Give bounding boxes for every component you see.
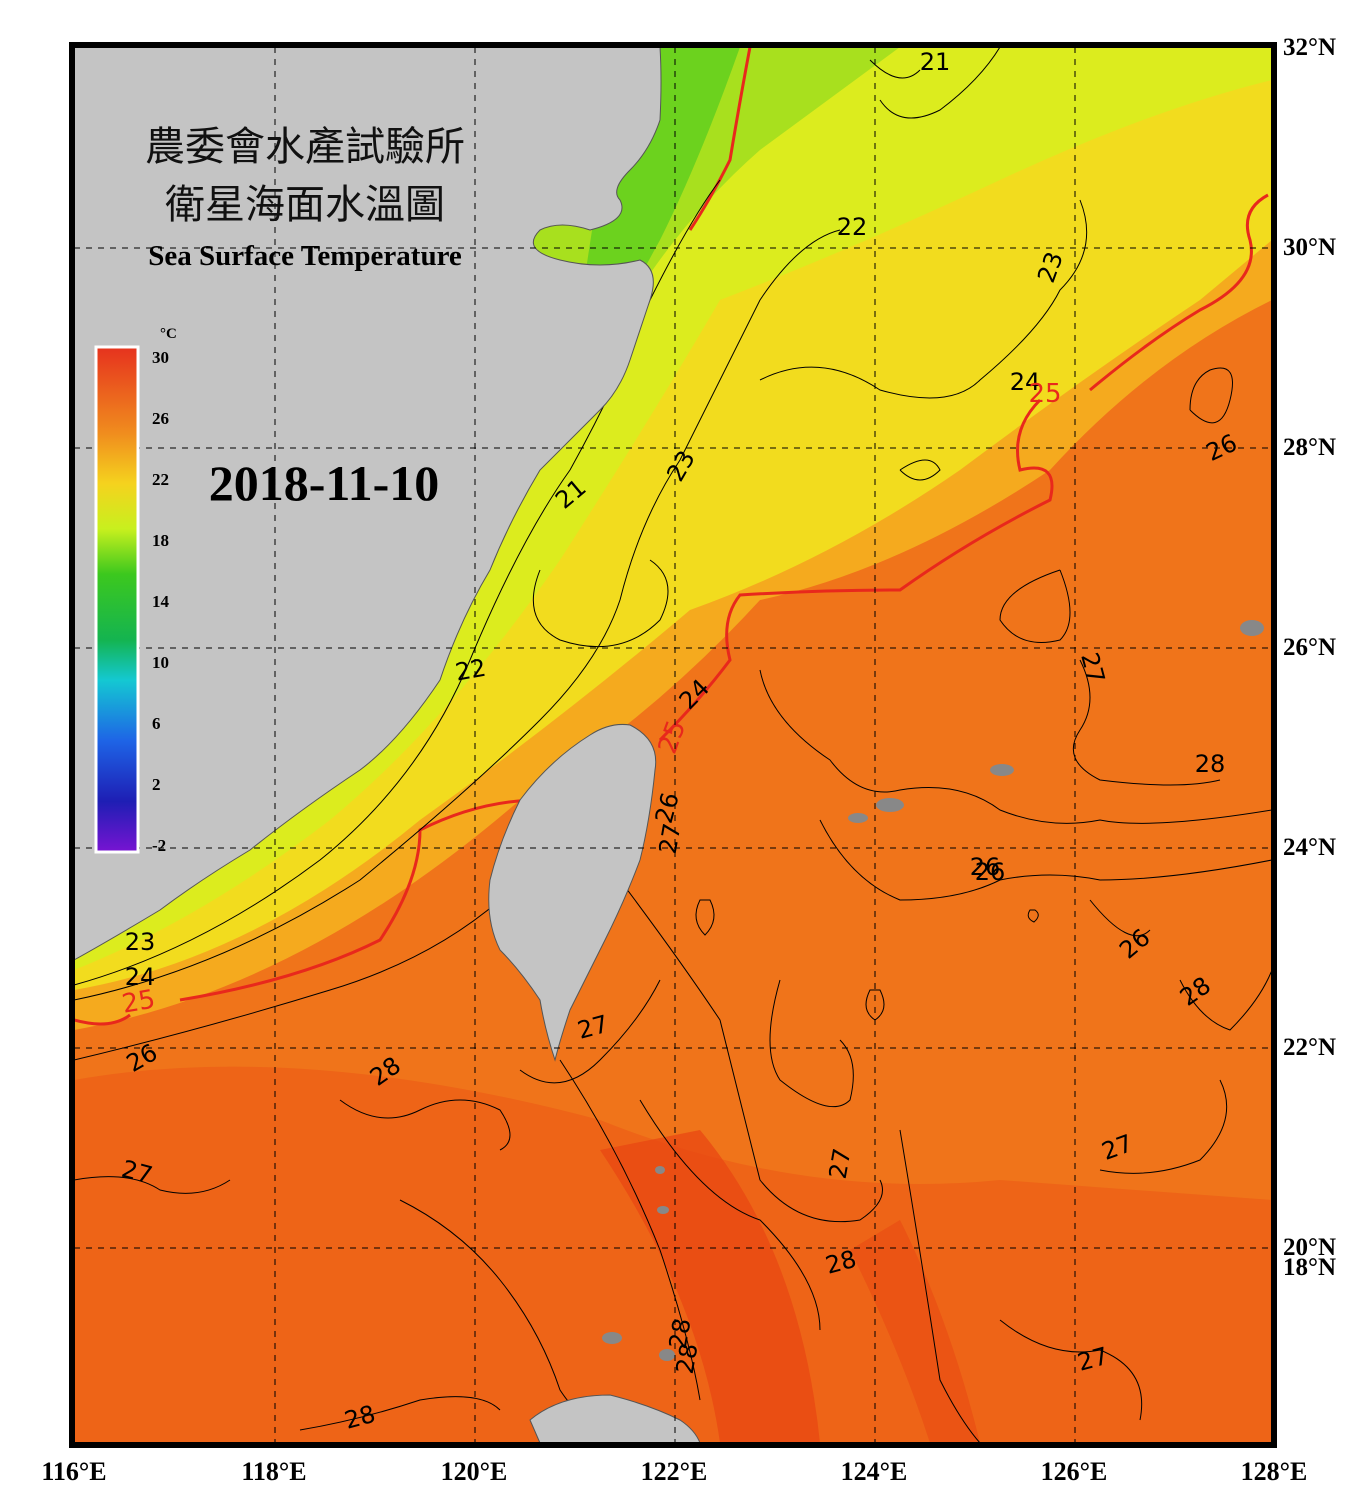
title-line2: 衛星海面水溫圖 xyxy=(165,182,445,228)
lon-label: 124°E xyxy=(841,1457,908,1486)
colorbar-tick-label: 2 xyxy=(152,775,161,794)
contour-label: 24 xyxy=(125,963,156,991)
lon-label: 122°E xyxy=(641,1457,708,1486)
land-luzon xyxy=(529,1394,701,1444)
contour-label: 27 xyxy=(654,821,687,856)
lat-label: 32°N xyxy=(1283,34,1336,61)
contour-label: 26 xyxy=(970,853,1001,881)
map-date: 2018-11-10 xyxy=(209,455,440,511)
contour-label: 22 xyxy=(837,213,868,241)
lat-label: 28°N xyxy=(1283,434,1336,461)
title-line3: Sea Surface Temperature xyxy=(148,240,462,272)
contour-label: 24 xyxy=(1010,368,1041,396)
colorbar-tick-label: 18 xyxy=(152,531,169,550)
colorbar-tick-label: 22 xyxy=(152,470,169,489)
land-china xyxy=(73,46,662,961)
lat-label: 24°N xyxy=(1283,834,1336,861)
lon-label: 118°E xyxy=(241,1457,306,1486)
lat-label: 26°N xyxy=(1283,634,1336,661)
colorbar xyxy=(94,345,140,854)
colorbar-tick-label: 6 xyxy=(152,714,161,733)
contour-label: 28 xyxy=(671,1341,704,1376)
colorbar-tick-label: 30 xyxy=(152,348,169,367)
colorbar-tick-label: 10 xyxy=(152,653,169,672)
colorbar-unit: °C xyxy=(160,326,177,342)
colorbar-tick-label: 14 xyxy=(152,592,170,611)
contour-label: 26 xyxy=(975,858,1006,886)
colorbar-tick-label: -2 xyxy=(152,836,166,855)
map-frame xyxy=(69,42,1277,1448)
small-islands xyxy=(602,620,1264,1361)
contour-label: 25 xyxy=(120,984,158,1019)
isotherm-25 xyxy=(74,47,1269,1026)
contour-label: 27 xyxy=(824,1146,857,1181)
lon-label: 128°E xyxy=(1241,1457,1308,1486)
contour-label: 23 xyxy=(125,928,156,956)
contour-label: 28 xyxy=(664,1316,697,1351)
land-taiwan xyxy=(488,724,657,1062)
latitude-labels: 32°N 30°N 28°N 26°N 24°N 22°N 20°N18°N xyxy=(1283,34,1336,1281)
colorbar-tick-label: 26 xyxy=(152,409,169,428)
contour-label: 25 xyxy=(1028,379,1061,409)
lat-label: 20°N xyxy=(1283,1234,1336,1261)
longitude-labels: 116°E 118°E 120°E 122°E 124°E 126°E 128°E xyxy=(41,1457,1307,1486)
graticule xyxy=(74,47,1272,1443)
lat-label: 30°N xyxy=(1283,234,1336,261)
lon-label: 116°E xyxy=(41,1457,106,1486)
colorbar-ticks: 30 26 22 18 14 10 6 2 -2 xyxy=(152,348,170,855)
lon-label: 120°E xyxy=(441,1457,508,1486)
lon-label: 126°E xyxy=(1041,1457,1108,1486)
contour-label: 22 xyxy=(453,654,488,687)
contour-label: 28 xyxy=(1195,750,1226,778)
contour-label: 21 xyxy=(920,48,951,76)
lat-label: 18°N xyxy=(1283,1254,1336,1281)
title-line1: 農委會水產試驗所 xyxy=(145,124,465,170)
lat-label: 22°N xyxy=(1283,1034,1336,1061)
